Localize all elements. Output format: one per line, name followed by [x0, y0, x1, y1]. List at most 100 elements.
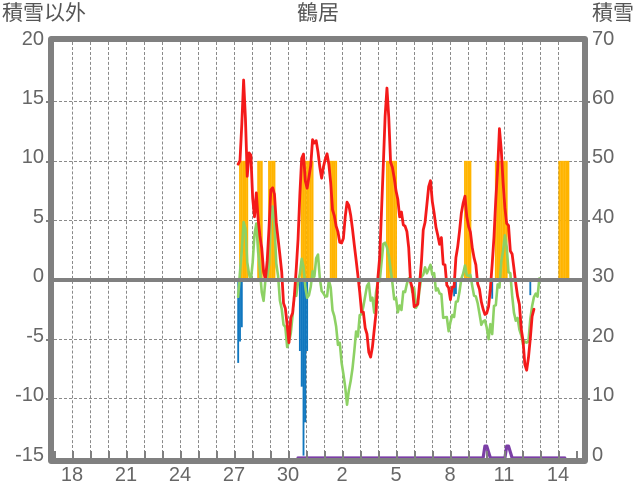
y-axis-tick-left — [46, 220, 54, 222]
x-axis-tick — [414, 451, 416, 458]
orange-bar — [244, 160, 247, 280]
blue-bar — [239, 279, 241, 342]
vgridline — [432, 42, 433, 458]
x-tick-label-5: 5 — [390, 464, 402, 486]
orange-bar — [391, 160, 394, 280]
left-tick-5: 5 — [32, 206, 44, 228]
y-axis-tick-right — [582, 161, 590, 163]
zero-line — [54, 278, 582, 282]
right-tick-10: 10 — [592, 384, 615, 406]
x-axis-tick — [540, 451, 542, 458]
orange-bar — [502, 160, 505, 280]
blue-bar — [240, 279, 243, 328]
x-axis-tick — [558, 451, 560, 458]
orange-bar — [386, 160, 388, 280]
orange-bar — [503, 160, 506, 280]
vgridline — [216, 42, 217, 458]
orange-bar — [302, 160, 305, 280]
y-axis-tick-right — [582, 220, 590, 222]
gridline-15 — [54, 101, 582, 102]
y-axis-tick-left — [46, 161, 54, 163]
orange-bar — [563, 160, 566, 280]
red-line-series — [236, 78, 536, 372]
vgridline — [90, 42, 91, 458]
blue-bar — [491, 279, 494, 299]
vgridline — [126, 42, 127, 458]
orange-bar — [306, 160, 309, 280]
x-axis-tick — [108, 451, 110, 458]
y-axis-tick-left — [46, 339, 54, 341]
x-axis-tick — [360, 451, 362, 458]
vgridline — [414, 42, 415, 458]
x-tick-label-14: 14 — [546, 464, 570, 486]
blue-bar — [300, 279, 303, 387]
x-tick-label-2: 2 — [336, 464, 348, 486]
x-tick-label-18: 18 — [60, 464, 84, 486]
orange-bar — [469, 160, 472, 280]
right-tick-0: 0 — [592, 444, 604, 466]
x-axis-tick — [504, 451, 506, 458]
x-axis-tick — [306, 451, 308, 458]
x-axis-tick — [234, 451, 236, 458]
left-tick-20: 20 — [21, 28, 44, 50]
left-tick-10: 10 — [21, 146, 44, 168]
x-axis-tick — [126, 451, 128, 458]
x-axis-tick — [378, 451, 380, 458]
orange-bar — [389, 160, 392, 280]
orange-bar — [562, 160, 564, 280]
x-axis-tick — [396, 451, 398, 458]
right-tick-70: 70 — [592, 28, 615, 50]
orange-bar — [496, 160, 499, 280]
orange-bar — [498, 160, 501, 280]
y-axis-tick-left — [46, 398, 54, 400]
orange-bar — [260, 160, 263, 280]
vgridline — [72, 42, 73, 458]
vgridline — [486, 42, 487, 458]
x-axis-tick — [522, 451, 524, 458]
left-tick-0: 0 — [32, 265, 44, 287]
x-axis-tick — [144, 451, 146, 458]
x-axis-tick — [90, 451, 92, 458]
x-axis-tick — [180, 451, 182, 458]
vgridline — [342, 42, 343, 458]
orange-bar — [558, 160, 561, 280]
x-axis-tick — [450, 451, 452, 458]
blue-bar — [306, 279, 309, 352]
orange-bar — [393, 160, 396, 280]
orange-bar — [271, 160, 274, 280]
x-tick-label-21: 21 — [114, 464, 138, 486]
vgridline — [378, 42, 379, 458]
plot-area — [54, 42, 582, 458]
y-axis-tick-right — [582, 339, 590, 341]
y-axis-tick-right — [582, 101, 590, 103]
orange-bar-series — [239, 160, 570, 280]
blue-bar — [237, 279, 240, 363]
vgridline — [162, 42, 163, 458]
x-axis-tick — [72, 451, 74, 458]
right-tick-40: 40 — [592, 206, 615, 228]
x-tick-label-30: 30 — [276, 464, 300, 486]
right-tick-30: 30 — [592, 265, 615, 287]
x-axis-tick — [270, 451, 272, 458]
blue-bar — [454, 279, 457, 294]
x-axis-tick — [216, 451, 218, 458]
x-axis-tick — [486, 451, 488, 458]
blue-bar — [304, 279, 307, 423]
blue-bar — [529, 279, 532, 296]
chart-series-layer — [54, 42, 582, 458]
left-tick-m5: -5 — [26, 325, 44, 347]
x-axis-tick — [252, 451, 254, 458]
vgridline — [324, 42, 325, 458]
x-axis-tick — [288, 451, 290, 458]
x-axis-tick — [468, 451, 470, 458]
orange-bar — [240, 160, 243, 280]
x-axis-tick — [342, 451, 344, 458]
orange-bar — [560, 160, 563, 280]
vgridline — [522, 42, 523, 458]
left-tick-15: 15 — [21, 87, 44, 109]
x-axis-tick — [576, 451, 578, 458]
right-tick-50: 50 — [592, 146, 615, 168]
y-axis-tick-right — [582, 398, 590, 400]
x-tick-label-8: 8 — [444, 464, 456, 486]
